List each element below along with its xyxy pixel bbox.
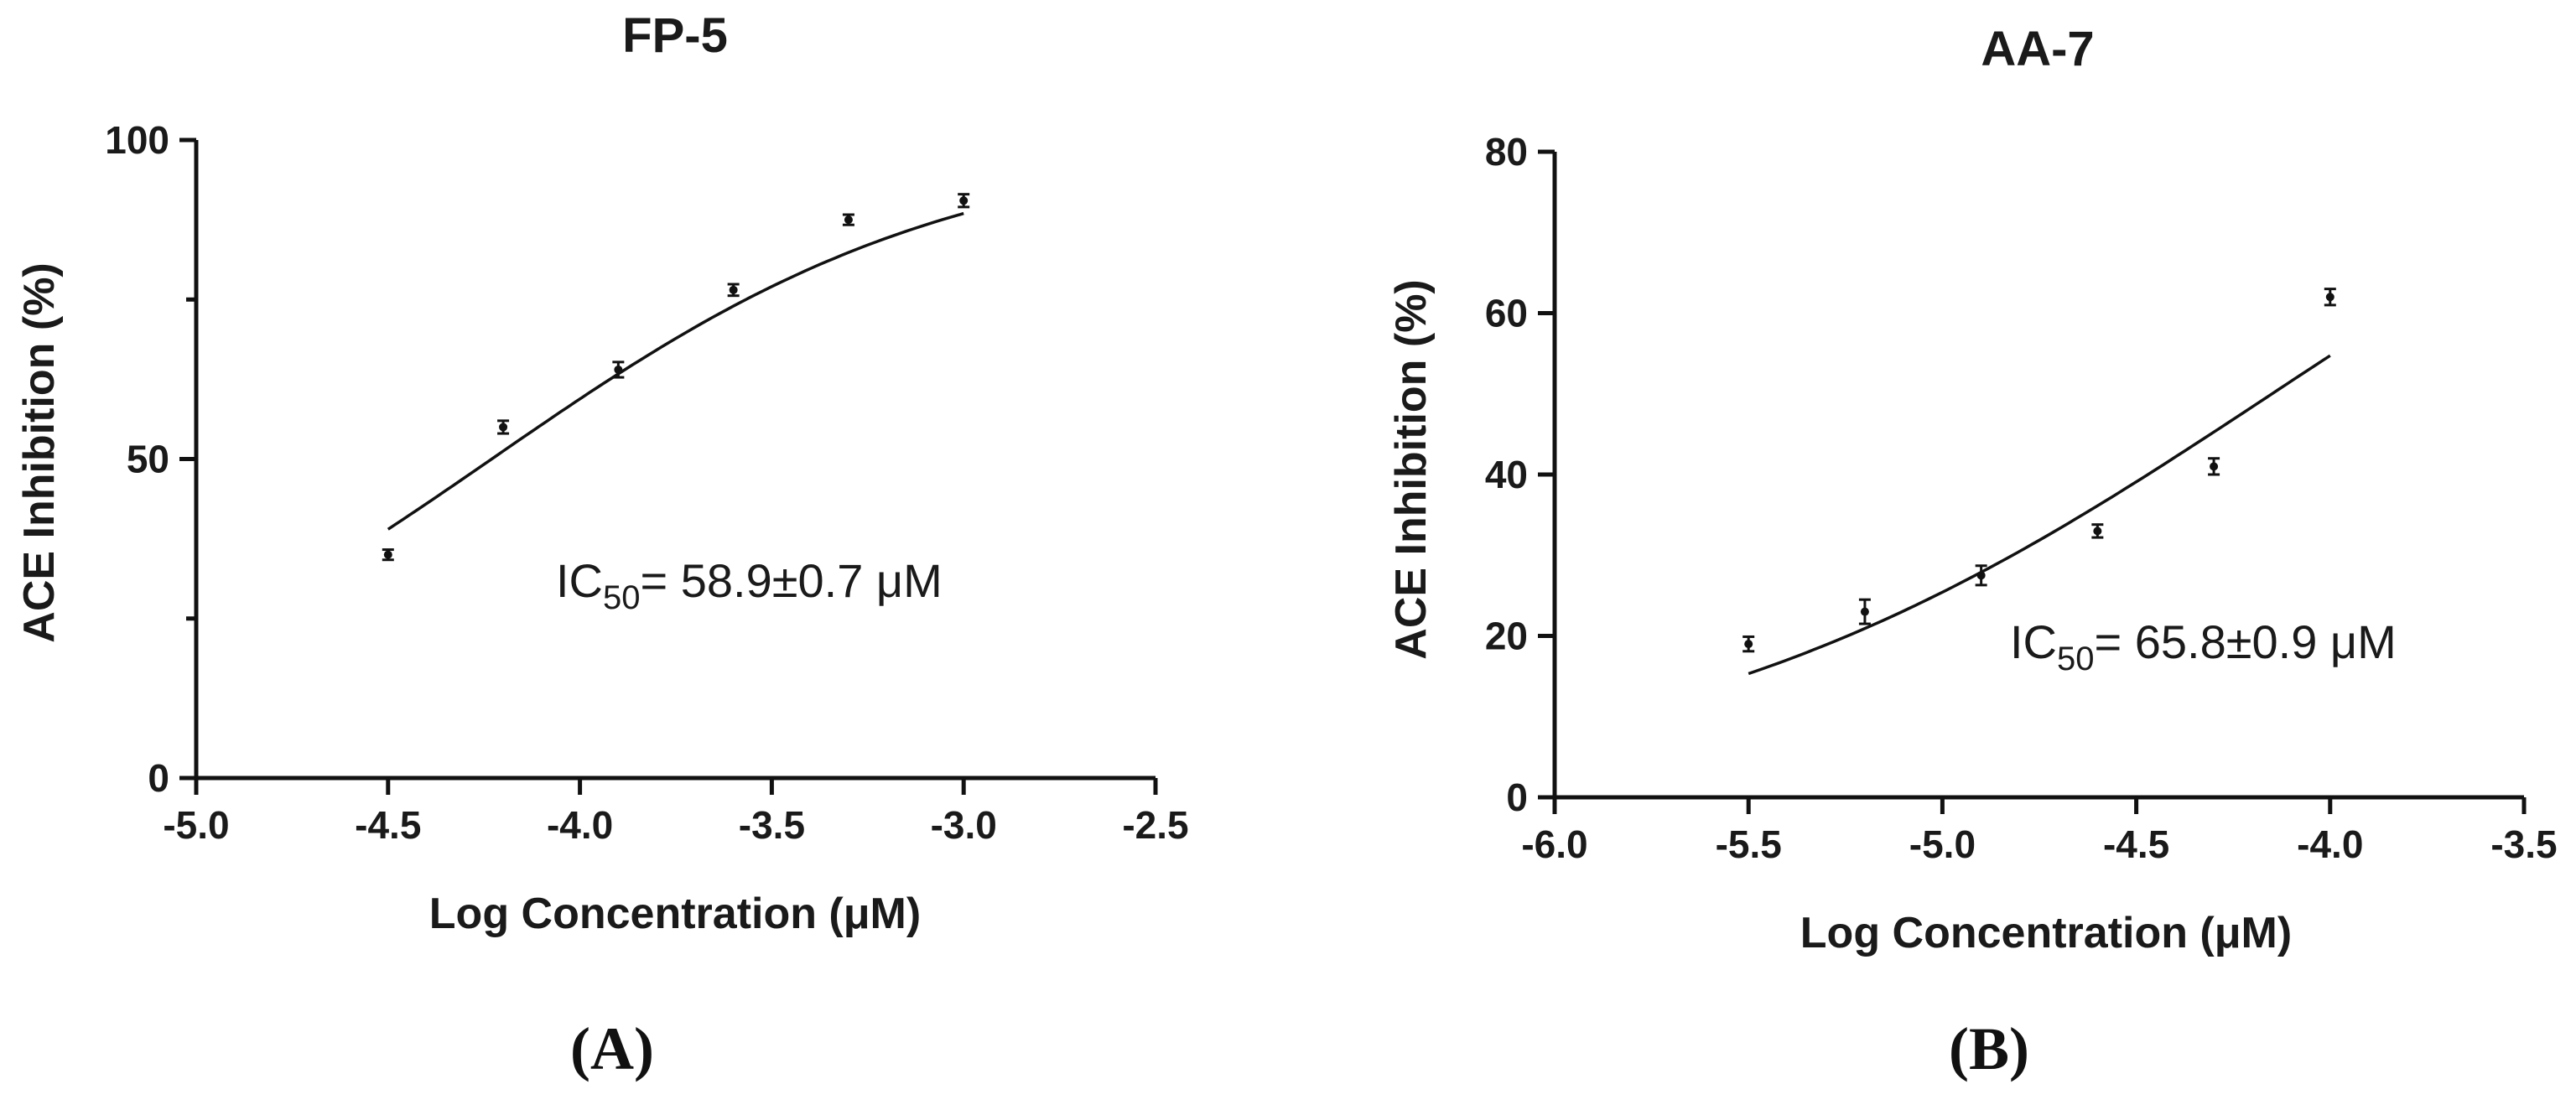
y-tick-label: 60 [1485, 292, 1528, 335]
data-point [2210, 462, 2219, 471]
x-tick-label: -5.0 [1909, 822, 1976, 866]
y-tick-label: 100 [105, 118, 169, 162]
ic50-value: = 65.8±0.9 μM [2095, 615, 2397, 668]
data-point [499, 423, 508, 432]
y-tick-label: 0 [1506, 776, 1528, 819]
fit-curve [387, 211, 964, 531]
y-tick-label: 50 [127, 438, 169, 481]
y-axis-label: ACE Inhibition (%) [1387, 279, 1436, 659]
y-tick-label: 20 [1485, 615, 1528, 658]
x-tick-label: -4.0 [547, 803, 613, 847]
ic50-subscript: 50 [603, 579, 641, 616]
ic50-annotation: IC50= 65.8±0.9 μM [2010, 615, 2397, 677]
ic50-subscript: 50 [2057, 641, 2095, 677]
data-point [1744, 640, 1753, 649]
y-tick-label: 40 [1485, 453, 1528, 496]
x-tick-label: -4.0 [2297, 822, 2363, 866]
panel-label: (A) [570, 1015, 654, 1082]
x-tick-label: -6.0 [1521, 822, 1587, 866]
y-tick-label: 80 [1485, 130, 1528, 174]
data-point [1976, 571, 1986, 580]
data-point [729, 285, 738, 294]
x-tick-label: -3.0 [931, 803, 997, 847]
x-tick-label: -5.0 [163, 803, 229, 847]
x-tick-label: -3.5 [2490, 822, 2557, 866]
ic50-annotation: IC50= 58.9±0.7 μM [556, 554, 943, 616]
x-tick-label: -5.5 [1716, 822, 1782, 866]
x-tick-label: -4.5 [2103, 822, 2169, 866]
chart-title: FP-5 [622, 8, 728, 63]
data-point [614, 365, 623, 374]
x-axis-label: Log Concentration (μM) [1800, 909, 2292, 957]
data-point [1860, 607, 1869, 616]
x-tick-label: -4.5 [355, 803, 421, 847]
ic50-value: = 58.9±0.7 μM [641, 554, 943, 607]
data-point [2093, 527, 2102, 536]
fit-curve [1748, 354, 2331, 676]
data-point [2325, 293, 2334, 302]
panel-letter: A [590, 1015, 634, 1082]
chart-title: AA-7 [1981, 22, 2094, 76]
x-axis-label: Log Concentration (μM) [429, 890, 921, 938]
ic50-prefix: IC [2010, 615, 2057, 668]
data-point [383, 550, 392, 559]
panel-a: FP-5 ACE Inhibition (%) Log Concentratio… [15, 8, 1189, 1082]
data-point [959, 196, 969, 205]
panel-letter: B [1969, 1015, 2009, 1082]
x-tick-label: -3.5 [739, 803, 805, 847]
y-axis-label: ACE Inhibition (%) [15, 262, 64, 642]
ic50-prefix: IC [556, 554, 603, 607]
panel-label: (B) [1949, 1015, 2029, 1082]
data-point [844, 215, 853, 225]
x-tick-label: -2.5 [1122, 803, 1188, 847]
panel-b: AA-7 ACE Inhibition (%) Log Concentratio… [1387, 22, 2558, 1082]
y-tick-label: 0 [148, 756, 169, 800]
